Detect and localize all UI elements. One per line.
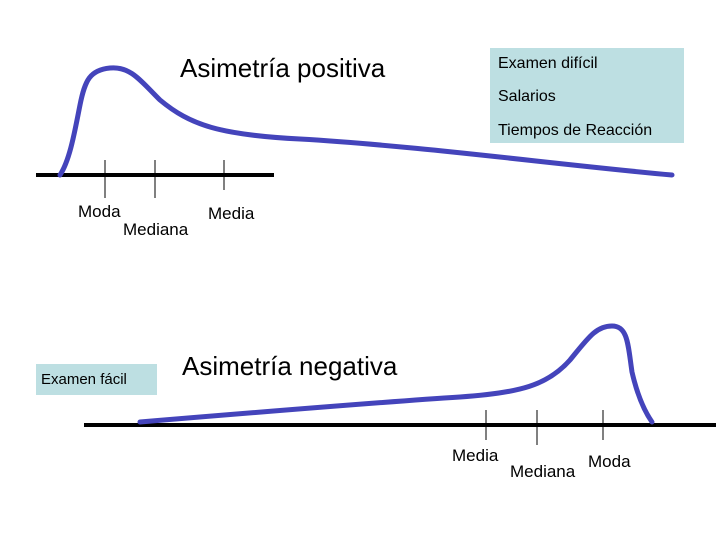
positive-mediana-label: Mediana xyxy=(123,220,189,239)
negative-example-box: Examen fácil xyxy=(36,364,157,395)
example-tiempos-reaccion: Tiempos de Reacción xyxy=(498,122,653,139)
negative-mediana-label: Mediana xyxy=(510,462,576,481)
example-examen-facil: Examen fácil xyxy=(41,371,127,388)
positive-media-label: Media xyxy=(208,204,255,223)
positive-examples-box: Examen difícil Salarios Tiempos de Reacc… xyxy=(490,48,684,143)
example-examen-dificil: Examen difícil xyxy=(498,55,598,72)
negative-moda-label: Moda xyxy=(588,452,631,471)
example-salarios: Salarios xyxy=(498,88,556,105)
negative-media-label: Media xyxy=(452,446,499,465)
positive-skew-curve xyxy=(57,65,675,178)
positive-moda-label: Moda xyxy=(78,202,121,221)
negative-skew-curve xyxy=(137,323,655,425)
positive-skew-title: Asimetría positiva xyxy=(180,53,386,83)
negative-skew-title: Asimetría negativa xyxy=(182,351,398,381)
